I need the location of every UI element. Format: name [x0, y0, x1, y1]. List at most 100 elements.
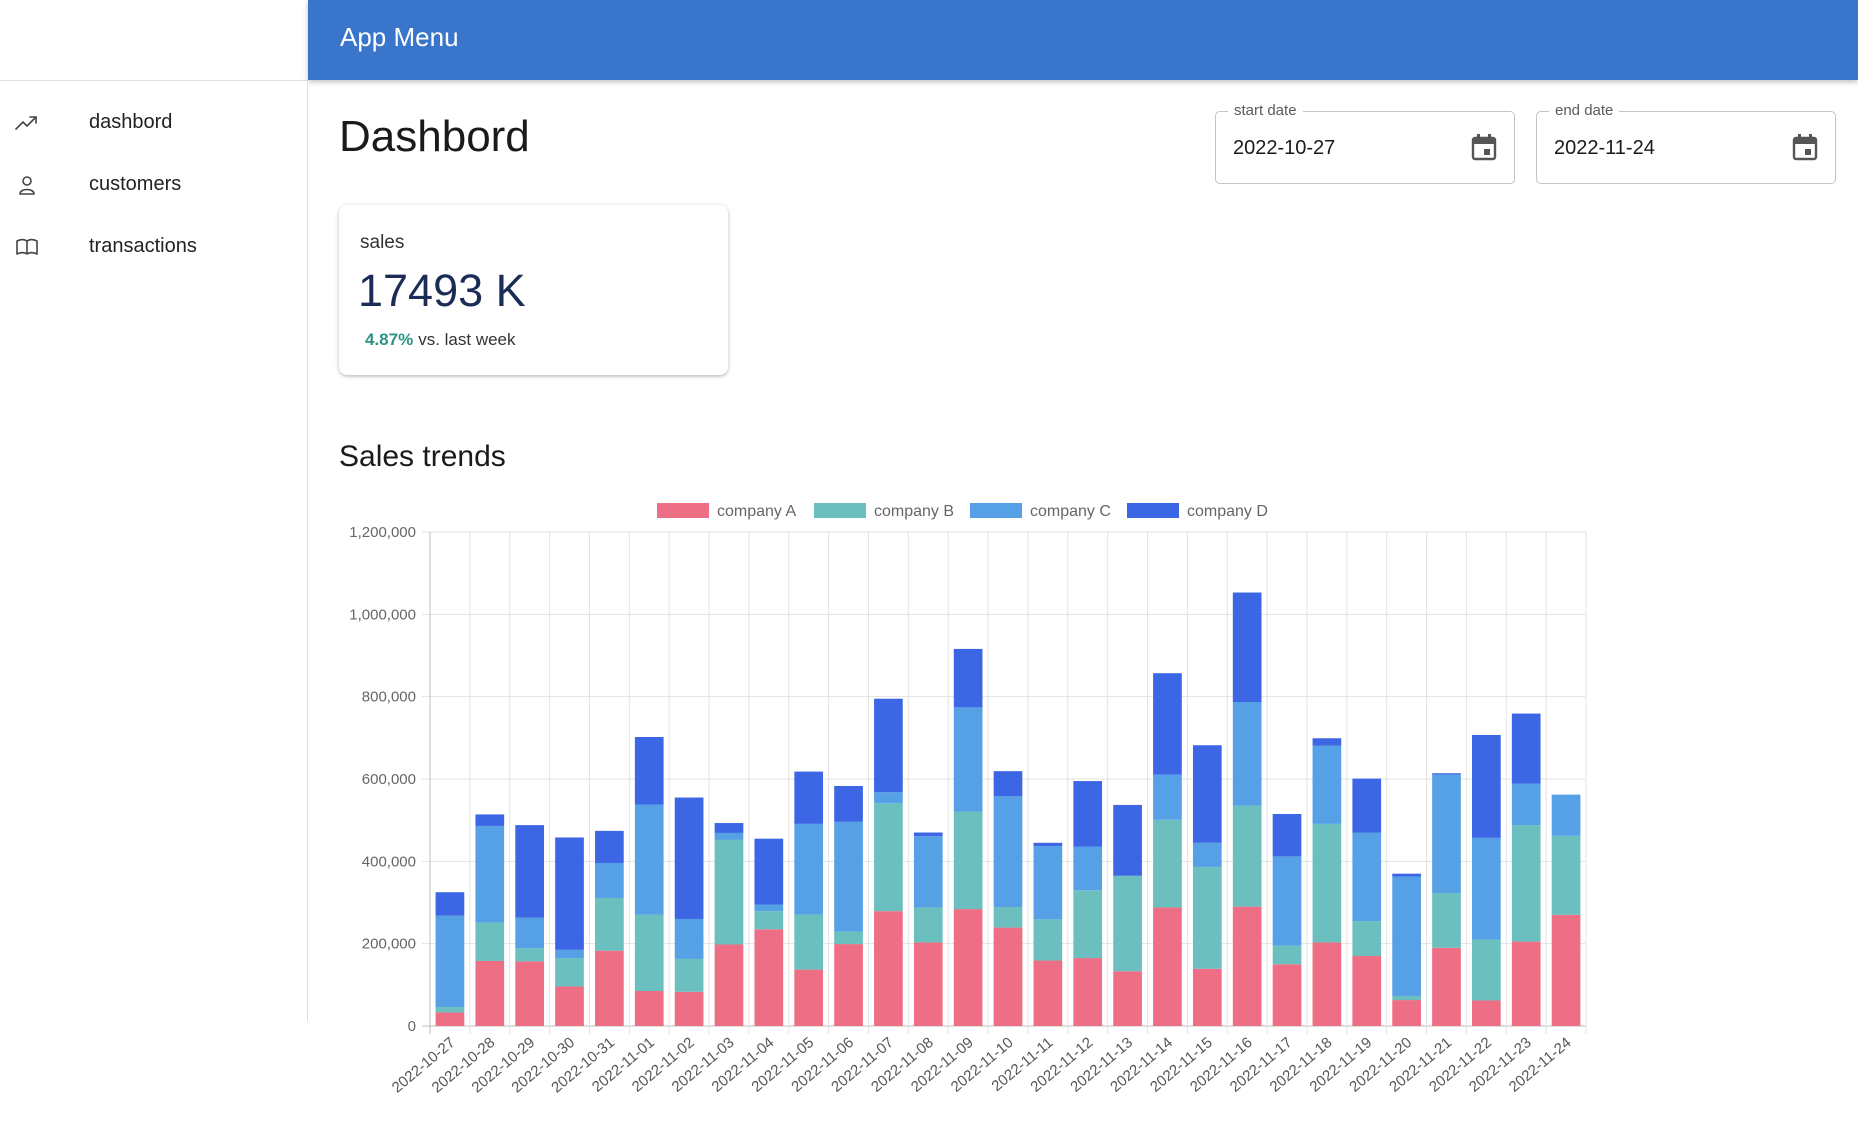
legend-label[interactable]: company A — [717, 503, 796, 520]
bar-company-C-2022-11-04[interactable] — [754, 904, 784, 912]
bar-company-B-2022-11-23[interactable] — [1511, 825, 1541, 942]
bar-company-A-2022-11-05[interactable] — [794, 969, 824, 1026]
bar-company-C-2022-11-18[interactable] — [1312, 745, 1342, 824]
bar-company-C-2022-11-16[interactable] — [1232, 702, 1262, 806]
bar-company-B-2022-11-12[interactable] — [1073, 890, 1103, 959]
bar-company-C-2022-11-21[interactable] — [1432, 774, 1461, 894]
bar-company-A-2022-11-12[interactable] — [1073, 958, 1103, 1026]
bar-company-D-2022-11-23[interactable] — [1511, 713, 1541, 784]
bar-company-C-2022-10-29[interactable] — [515, 917, 545, 949]
bar-company-A-2022-10-27[interactable] — [435, 1012, 465, 1026]
bar-company-C-2022-11-20[interactable] — [1392, 876, 1421, 996]
bar-company-C-2022-11-07[interactable] — [874, 792, 903, 804]
bar-company-C-2022-11-11[interactable] — [1033, 846, 1063, 920]
bar-company-B-2022-11-19[interactable] — [1352, 921, 1382, 957]
bar-company-B-2022-11-14[interactable] — [1153, 819, 1182, 908]
bar-company-A-2022-11-08[interactable] — [913, 942, 943, 1026]
bar-company-A-2022-10-29[interactable] — [515, 961, 545, 1026]
bar-company-C-2022-11-02[interactable] — [674, 918, 704, 959]
bar-company-D-2022-11-08[interactable] — [913, 832, 943, 837]
bar-company-C-2022-11-12[interactable] — [1073, 846, 1103, 891]
bar-company-B-2022-11-20[interactable] — [1392, 995, 1421, 1001]
bar-company-B-2022-11-13[interactable] — [1113, 875, 1142, 972]
bar-company-D-2022-11-02[interactable] — [674, 797, 704, 919]
bar-company-B-2022-11-03[interactable] — [714, 839, 744, 945]
bar-company-D-2022-11-06[interactable] — [834, 785, 863, 822]
bar-company-C-2022-11-01[interactable] — [634, 804, 664, 915]
bar-company-A-2022-11-22[interactable] — [1471, 1000, 1501, 1026]
bar-company-D-2022-11-10[interactable] — [993, 771, 1023, 797]
bar-company-B-2022-11-17[interactable] — [1272, 945, 1302, 965]
bar-company-B-2022-11-10[interactable] — [993, 907, 1023, 928]
legend-swatch-company-C[interactable] — [970, 503, 1022, 518]
bar-company-D-2022-11-16[interactable] — [1232, 592, 1262, 703]
bar-company-A-2022-11-17[interactable] — [1272, 964, 1302, 1026]
bar-company-A-2022-11-21[interactable] — [1432, 947, 1461, 1026]
bar-company-B-2022-11-02[interactable] — [674, 958, 704, 992]
bar-company-B-2022-10-31[interactable] — [595, 897, 624, 951]
sidebar-item-dashbord[interactable]: dashbord — [0, 93, 307, 153]
legend-label[interactable]: company D — [1187, 503, 1268, 520]
bar-company-B-2022-11-18[interactable] — [1312, 823, 1342, 943]
bar-company-B-2022-11-04[interactable] — [754, 911, 784, 930]
bar-company-B-2022-11-24[interactable] — [1551, 835, 1581, 915]
start-date-field[interactable]: start date 2022-10-27 — [1215, 102, 1515, 184]
end-date-value[interactable]: 2022-11-24 — [1554, 137, 1655, 159]
start-date-value[interactable]: 2022-10-27 — [1233, 137, 1336, 159]
bar-company-B-2022-10-27[interactable] — [435, 1007, 465, 1013]
bar-company-D-2022-11-07[interactable] — [874, 698, 903, 793]
bar-company-B-2022-10-28[interactable] — [475, 922, 505, 961]
bar-company-A-2022-11-09[interactable] — [953, 909, 983, 1026]
bar-company-B-2022-11-07[interactable] — [874, 803, 903, 912]
bar-company-A-2022-11-16[interactable] — [1232, 906, 1262, 1026]
bar-company-B-2022-11-06[interactable] — [834, 931, 863, 945]
bar-company-C-2022-11-14[interactable] — [1153, 774, 1182, 820]
bar-company-C-2022-11-22[interactable] — [1471, 837, 1501, 940]
bar-company-D-2022-10-30[interactable] — [555, 837, 584, 950]
bar-company-C-2022-11-03[interactable] — [714, 832, 744, 840]
calendar-icon[interactable] — [1792, 133, 1818, 161]
bar-company-A-2022-11-04[interactable] — [754, 929, 784, 1026]
bar-company-B-2022-11-09[interactable] — [953, 811, 983, 910]
legend-label[interactable]: company C — [1030, 503, 1111, 520]
legend-swatch-company-B[interactable] — [814, 503, 866, 518]
end-date-field[interactable]: end date 2022-11-24 — [1536, 102, 1836, 184]
bar-company-B-2022-10-30[interactable] — [555, 958, 584, 987]
calendar-icon[interactable] — [1471, 133, 1497, 161]
bar-company-A-2022-11-06[interactable] — [834, 944, 863, 1026]
bar-company-A-2022-11-14[interactable] — [1153, 907, 1182, 1026]
bar-company-D-2022-11-04[interactable] — [754, 838, 784, 905]
bar-company-C-2022-11-10[interactable] — [993, 796, 1023, 908]
bar-company-C-2022-10-30[interactable] — [555, 949, 584, 959]
bar-company-D-2022-11-09[interactable] — [953, 648, 983, 708]
bar-company-D-2022-11-14[interactable] — [1153, 673, 1182, 775]
bar-company-D-2022-11-20[interactable] — [1392, 873, 1421, 877]
bar-company-A-2022-11-03[interactable] — [714, 944, 744, 1026]
bar-company-A-2022-10-30[interactable] — [555, 986, 584, 1026]
bar-company-D-2022-10-31[interactable] — [595, 830, 624, 863]
bar-company-D-2022-10-27[interactable] — [435, 892, 465, 916]
bar-company-D-2022-10-29[interactable] — [515, 825, 545, 918]
bar-company-C-2022-11-08[interactable] — [913, 836, 943, 908]
bar-company-C-2022-11-15[interactable] — [1192, 842, 1222, 868]
sidebar-item-customers[interactable]: customers — [0, 155, 307, 215]
bar-company-B-2022-11-01[interactable] — [634, 914, 664, 992]
bar-company-D-2022-11-18[interactable] — [1312, 738, 1342, 746]
bar-company-A-2022-11-20[interactable] — [1392, 1000, 1421, 1026]
bar-company-A-2022-11-15[interactable] — [1192, 968, 1222, 1026]
bar-company-A-2022-10-28[interactable] — [475, 960, 505, 1026]
bar-company-A-2022-11-11[interactable] — [1033, 960, 1063, 1026]
bar-company-D-2022-11-22[interactable] — [1471, 734, 1501, 838]
bar-company-B-2022-11-15[interactable] — [1192, 867, 1222, 969]
bar-company-B-2022-11-08[interactable] — [913, 907, 943, 943]
bar-company-D-2022-11-12[interactable] — [1073, 781, 1103, 847]
bar-company-C-2022-11-17[interactable] — [1272, 856, 1302, 946]
bar-company-D-2022-11-17[interactable] — [1272, 813, 1302, 857]
bar-company-A-2022-11-13[interactable] — [1113, 971, 1142, 1026]
legend-swatch-company-D[interactable] — [1127, 503, 1179, 518]
bar-company-A-2022-11-10[interactable] — [993, 927, 1023, 1026]
bar-company-A-2022-11-07[interactable] — [874, 911, 903, 1026]
bar-company-D-2022-11-13[interactable] — [1113, 804, 1142, 876]
bar-company-D-2022-11-05[interactable] — [794, 771, 824, 824]
legend-swatch-company-A[interactable] — [657, 503, 709, 518]
